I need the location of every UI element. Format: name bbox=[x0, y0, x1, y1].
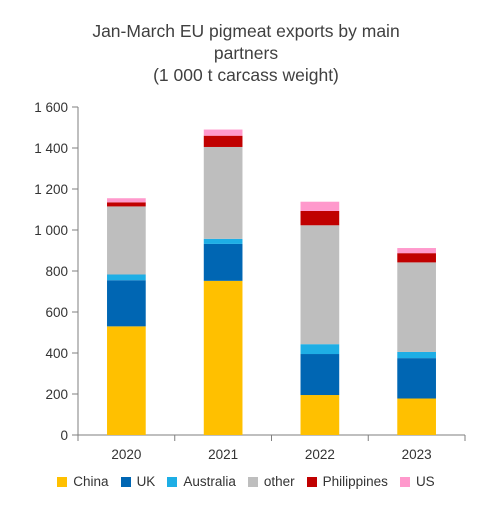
y-tick-label: 0 bbox=[60, 428, 68, 443]
legend-item: Philippines bbox=[306, 474, 388, 489]
bar-segment-china-2021 bbox=[203, 280, 243, 435]
y-tick-label: 1 600 bbox=[34, 100, 68, 115]
bar-segment-us-2020 bbox=[107, 198, 146, 203]
bar-segment-philippines-2020 bbox=[107, 202, 146, 207]
y-tick-label: 1 400 bbox=[34, 141, 68, 156]
chart-title-line-2: partners bbox=[213, 43, 279, 63]
bar-segment-other-2022 bbox=[300, 225, 340, 345]
y-tick-label: 400 bbox=[45, 346, 68, 361]
bar-segment-australia-2023 bbox=[397, 351, 436, 359]
bar-segment-australia-2021 bbox=[203, 238, 243, 244]
bar-segment-us-2021 bbox=[203, 129, 243, 136]
chart-legend: China UK Australia other Philippines US bbox=[0, 474, 492, 489]
legend-swatch bbox=[306, 476, 317, 487]
bar-segment-other-2021 bbox=[203, 146, 243, 239]
legend-swatch bbox=[57, 476, 68, 487]
y-tick-label: 1 000 bbox=[34, 223, 68, 238]
legend-item: UK bbox=[120, 474, 156, 489]
legend-label: Australia bbox=[183, 474, 236, 489]
legend-item: Australia bbox=[167, 474, 236, 489]
bar-segment-us-2023 bbox=[397, 248, 436, 254]
x-tick-label: 2021 bbox=[208, 447, 238, 462]
legend-label: other bbox=[263, 474, 295, 489]
bar-segment-philippines-2023 bbox=[397, 253, 436, 263]
y-tick-label: 800 bbox=[45, 264, 68, 279]
bar-segment-uk-2022 bbox=[300, 354, 340, 396]
bar-segment-uk-2021 bbox=[203, 243, 243, 281]
bar-segment-china-2023 bbox=[397, 398, 436, 435]
chart-title-line-3: (1 000 t carcass weight) bbox=[153, 65, 339, 85]
x-tick-label: 2022 bbox=[305, 447, 335, 462]
legend-label: Philippines bbox=[322, 474, 388, 489]
chart-title: Jan-March EU pigmeat exports by main par… bbox=[0, 20, 492, 86]
y-tick-label: 1 200 bbox=[34, 182, 68, 197]
bar-segment-australia-2022 bbox=[300, 344, 340, 355]
legend-swatch bbox=[247, 476, 258, 487]
bar-segment-us-2022 bbox=[300, 201, 340, 211]
legend-item: China bbox=[57, 474, 109, 489]
y-tick-label: 600 bbox=[45, 305, 68, 320]
bar-segment-china-2020 bbox=[107, 326, 146, 435]
legend-swatch bbox=[399, 476, 410, 487]
chart-title-line-1: Jan-March EU pigmeat exports by main bbox=[92, 21, 400, 41]
bar-segment-uk-2020 bbox=[107, 280, 146, 327]
legend-swatch bbox=[120, 476, 131, 487]
legend-label: UK bbox=[136, 474, 156, 489]
bar-segment-philippines-2021 bbox=[203, 135, 243, 147]
bar-segment-australia-2020 bbox=[107, 274, 146, 281]
legend-label: China bbox=[73, 474, 109, 489]
bar-segment-china-2022 bbox=[300, 395, 340, 435]
x-tick-label: 2023 bbox=[402, 447, 432, 462]
bar-segment-philippines-2022 bbox=[300, 210, 340, 226]
x-tick-label: 2020 bbox=[111, 447, 141, 462]
bar-segment-other-2023 bbox=[397, 262, 436, 352]
legend-item: other bbox=[247, 474, 295, 489]
legend-swatch bbox=[167, 476, 178, 487]
legend-label: US bbox=[415, 474, 435, 489]
legend-item: US bbox=[399, 474, 435, 489]
bar-segment-other-2020 bbox=[107, 206, 146, 275]
bar-segment-uk-2023 bbox=[397, 358, 436, 399]
y-tick-label: 200 bbox=[45, 387, 68, 402]
